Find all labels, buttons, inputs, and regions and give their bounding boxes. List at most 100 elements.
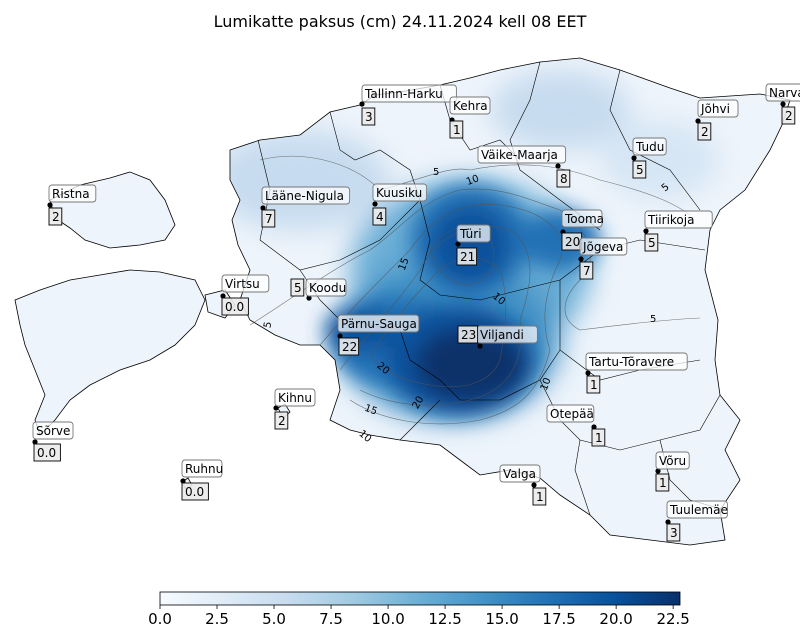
station-marker-icon: [306, 295, 312, 301]
station-name: Türi: [459, 227, 482, 241]
station-name-box: [585, 352, 688, 371]
station-name-box: [644, 210, 713, 229]
station-value-box: [221, 297, 249, 316]
station-marker-icon: [665, 519, 671, 525]
station: Kihnu 2: [273, 388, 316, 430]
station-name: Kihnu: [278, 391, 312, 405]
station-name-box: [181, 459, 223, 478]
map-title: Lumikatte paksus (cm) 24.11.2024 kell 08…: [213, 12, 587, 31]
station-value: 23: [461, 328, 476, 342]
station: Tartu-Tõravere 1: [585, 352, 688, 394]
colorbar-tick-label: 5.0: [262, 610, 286, 628]
station-value: 22: [342, 340, 357, 354]
station-value: 0.0: [37, 446, 56, 460]
contour-label: 5: [650, 314, 656, 325]
station-value-box: [361, 107, 376, 126]
station-name-box: [655, 451, 690, 470]
colorbar-tick-label: 20.0: [599, 610, 632, 628]
station-value-box: [457, 325, 479, 344]
station-marker-icon: [780, 101, 786, 107]
station-value-box: [181, 482, 209, 501]
contour-lines: [249, 155, 701, 425]
station-value: 2: [785, 109, 793, 123]
station-value-box: [697, 122, 712, 141]
station-name-box: [579, 237, 628, 256]
station: Viljandi 23: [457, 325, 538, 349]
station-marker-icon: [180, 478, 186, 484]
station-name: Viljandi: [480, 328, 524, 342]
station-marker-icon: [631, 155, 637, 161]
colorbar-gradient: [159, 591, 681, 606]
station: Tallinn-Harku 3: [359, 84, 457, 126]
station-value-box: [532, 487, 547, 506]
station-name-box: [337, 314, 420, 333]
station-value-box: [290, 278, 305, 297]
station-name-box: [561, 209, 603, 228]
station-value-box: [655, 473, 670, 492]
station-name-box: [361, 84, 457, 103]
station-marker-icon: [47, 202, 53, 208]
station: Kuusiku 4: [372, 183, 428, 226]
station: Koodu 5: [290, 278, 347, 301]
station-value: 7: [265, 212, 273, 226]
station-marker-icon: [273, 405, 279, 411]
station-name-box: [372, 183, 428, 202]
station-value-box: [33, 443, 61, 462]
station-name-box: [305, 278, 347, 297]
station: Tooma 20: [560, 209, 604, 251]
station-value: 21: [460, 250, 475, 264]
station-value: 1: [595, 431, 603, 445]
station-marker-icon: [655, 468, 661, 474]
station-marker-icon: [337, 333, 343, 339]
land-area: [15, 58, 790, 545]
station-name: Tiirikoja: [647, 213, 694, 227]
contour-label: 15: [363, 403, 379, 418]
station-marker-icon: [32, 439, 38, 445]
contour-label: 5: [433, 167, 439, 178]
station: Pärnu-Sauga 22: [337, 314, 420, 356]
colorbar-tick-label: 12.5: [428, 610, 461, 628]
station-name: Jõhvi: [700, 102, 730, 116]
station-value: 1: [590, 378, 598, 392]
station-name: Valga: [503, 467, 536, 481]
station-name-box: [48, 184, 97, 203]
station-value: 5: [636, 163, 644, 177]
station-value-box: [449, 120, 464, 139]
station-value-box: [591, 428, 606, 447]
station: Ruhnu 0.0: [180, 459, 223, 501]
station-value: 3: [365, 110, 373, 124]
colorbar-tick-label: 10.0: [371, 610, 404, 628]
contour-label: 5: [262, 321, 274, 329]
station-name: Virtsu: [225, 277, 260, 291]
station-marker-icon: [591, 424, 597, 430]
station-name: Tallinn-Harku: [364, 87, 443, 101]
station-name-box: [666, 500, 728, 519]
station-name-box: [632, 137, 667, 156]
station-marker-icon: [643, 228, 649, 234]
station: Narva 2: [765, 83, 800, 125]
station-value-box: [456, 247, 478, 266]
station: Lääne-Nigula 7: [260, 186, 351, 228]
station-value: 0.0: [225, 300, 244, 314]
station-name: Tartu-Tõravere: [588, 355, 674, 369]
station-marker-icon: [585, 370, 591, 376]
station-name: Tudu: [635, 140, 664, 154]
station: Tuulemäe 3: [665, 500, 728, 542]
station-marker-icon: [372, 201, 378, 207]
station-value: 1: [659, 476, 667, 490]
station-marker-icon: [477, 343, 483, 349]
station-name-box: [456, 224, 491, 243]
contour-label: 15: [397, 256, 412, 272]
station-value-box: [666, 523, 681, 542]
colorbar-tick-label: 2.5: [205, 610, 229, 628]
station-name: Jõgeva: [582, 240, 623, 254]
station-value: 3: [670, 526, 678, 540]
station-value: 7: [583, 264, 591, 278]
station-value: 2: [701, 125, 709, 139]
station-name: Sõrve: [36, 424, 70, 438]
station-name: Kuusiku: [376, 186, 422, 200]
station-name: Narva: [769, 86, 800, 100]
station: Kehra 1: [449, 96, 491, 139]
contour-labels: 5 10 15 5 10 5 5 20 15 10 10 20: [262, 167, 671, 445]
